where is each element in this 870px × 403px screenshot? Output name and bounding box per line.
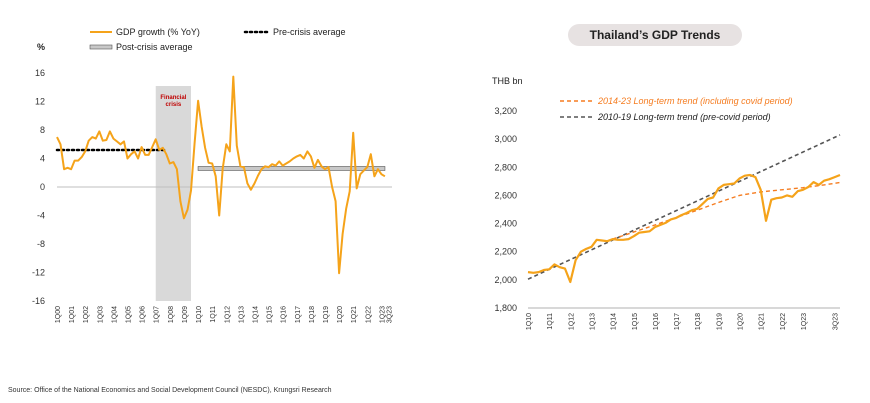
x-tick-label: 1Q11 bbox=[210, 306, 217, 323]
x-tick-label: 1Q04 bbox=[111, 306, 118, 323]
y-tick-label: 16 bbox=[35, 68, 45, 78]
y-tick-label: -4 bbox=[37, 211, 45, 221]
x-tick-label: 1Q14 bbox=[611, 313, 618, 330]
y-tick-label: 2,600 bbox=[494, 190, 517, 200]
y-tick-label: 2,800 bbox=[494, 162, 517, 172]
y-tick-label: -16 bbox=[32, 296, 45, 306]
y-tick-label: 3,000 bbox=[494, 134, 517, 144]
x-tick-label: 1Q13 bbox=[589, 313, 596, 330]
x-tick-label: 1Q09 bbox=[182, 306, 189, 323]
y-tick-label: -8 bbox=[37, 239, 45, 249]
y-tick-label: 12 bbox=[35, 97, 45, 107]
x-tick-label: 1Q11 bbox=[547, 313, 554, 330]
x-tick-label: 1Q22 bbox=[780, 313, 787, 330]
y-tick-label: 2,000 bbox=[494, 275, 517, 285]
x-tick-label: 1Q20 bbox=[337, 306, 344, 323]
x-tick-label: 1Q16 bbox=[653, 313, 660, 330]
y-tick-label: 3,200 bbox=[494, 106, 517, 116]
legend-gdp-label: GDP growth (% YoY) bbox=[116, 27, 200, 37]
x-tick-label: 1Q03 bbox=[97, 306, 104, 323]
x-tick-label: 1Q10 bbox=[526, 313, 533, 330]
x-tick-label: 1Q01 bbox=[69, 306, 76, 323]
post-crisis-average-bar bbox=[197, 166, 386, 171]
crisis-label-line2: crisis bbox=[166, 102, 182, 108]
y-tick-label: -12 bbox=[32, 268, 45, 278]
x-tick-label: 1Q12 bbox=[568, 313, 575, 330]
x-tick-label: 1Q17 bbox=[295, 306, 302, 323]
x-tick-label: 1Q23 bbox=[801, 313, 808, 330]
x-tick-label: 1Q13 bbox=[238, 306, 245, 323]
x-tick-label: 1Q21 bbox=[759, 313, 766, 330]
right-chart: THB bn 3,200 3,000 2,800 2,600 2,400 2,200 2,00… bbox=[492, 76, 841, 330]
x-tick-label: 1Q17 bbox=[674, 313, 681, 330]
x-tick-label: 3Q23 bbox=[386, 306, 393, 323]
y-tick-label: 2,200 bbox=[494, 247, 517, 257]
x-tick-label: 1Q06 bbox=[140, 306, 147, 323]
x-tick-label: 1Q07 bbox=[154, 306, 161, 323]
x-tick-label: 1Q21 bbox=[351, 306, 358, 323]
legend-pre-label: Pre-crisis average bbox=[273, 27, 346, 37]
y-tick-label: 8 bbox=[40, 125, 45, 135]
x-tick-label: 1Q18 bbox=[309, 306, 316, 323]
x-tick-label: 1Q05 bbox=[126, 306, 133, 323]
y-tick-label: 1,800 bbox=[494, 303, 517, 313]
x-tick-label: 1Q16 bbox=[281, 306, 288, 323]
x-tick-label: 1Q15 bbox=[632, 313, 639, 330]
crisis-label-line1: Financial bbox=[160, 95, 186, 101]
x-tick-label: 1Q15 bbox=[267, 306, 274, 323]
crisis-shade bbox=[155, 86, 191, 301]
x-tick-label: 1Q23 bbox=[379, 306, 386, 323]
x-tick-label: 3Q23 bbox=[833, 313, 840, 330]
legend-post-label: Post-crisis average bbox=[116, 42, 193, 52]
x-tick-label: 1Q22 bbox=[365, 306, 372, 323]
chart-title-pill: Thailand’s GDP Trends bbox=[568, 24, 742, 46]
y-unit-label: THB bn bbox=[492, 76, 523, 86]
x-tick-label: 1Q19 bbox=[716, 313, 723, 330]
x-tick-label: 1Q14 bbox=[252, 306, 259, 323]
y-unit-label: % bbox=[37, 42, 45, 52]
gdp-level-line bbox=[527, 173, 841, 284]
x-tick-label: 1Q02 bbox=[83, 306, 90, 323]
x-tick-label: 1Q20 bbox=[738, 313, 745, 330]
x-tick-label: 1Q12 bbox=[224, 306, 231, 323]
x-tick-label: 1Q10 bbox=[196, 306, 203, 323]
legend-precovid-trend-label: 2010-19 Long-term trend (pre-covid perio… bbox=[597, 112, 771, 122]
legend-covid-trend-label: 2014-23 Long-term trend (including covid… bbox=[597, 96, 793, 106]
source-note: Source: Office of the National Economics… bbox=[8, 387, 332, 394]
y-tick-label: 2,400 bbox=[494, 219, 517, 229]
x-tick-label: 1Q18 bbox=[695, 313, 702, 330]
x-tick-label: 1Q08 bbox=[168, 306, 175, 323]
y-tick-label: 0 bbox=[40, 182, 45, 192]
gdp-growth-line bbox=[56, 75, 386, 275]
y-tick-label: 4 bbox=[40, 154, 45, 164]
x-tick-label: 1Q00 bbox=[55, 306, 62, 323]
legend-post-swatch bbox=[89, 44, 113, 50]
x-tick-label: 1Q19 bbox=[323, 306, 330, 323]
pre-covid-trend-line bbox=[527, 134, 841, 280]
chart-title: Thailand’s GDP Trends bbox=[589, 28, 721, 42]
